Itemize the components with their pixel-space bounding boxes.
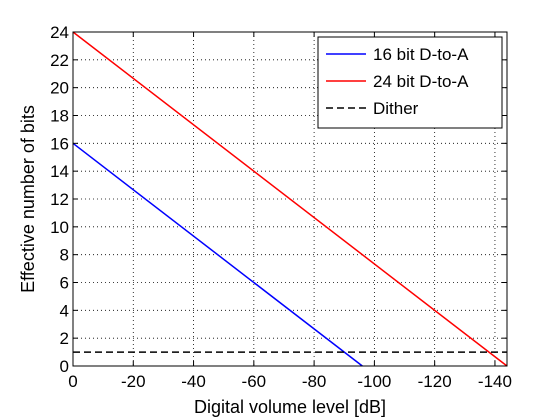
legend-label-24-bit-d-to-a: 24 bit D-to-A: [373, 72, 469, 91]
legend: 16 bit D-to-A 24 bit D-to-A Dither: [317, 36, 503, 129]
legend-label-16-bit-d-to-a: 16 bit D-to-A: [373, 45, 469, 64]
y-tick-label: 14: [50, 162, 69, 181]
x-tick-labels: 0 -20 -40 -60 -80 -100 -120 -140: [68, 372, 512, 391]
x-tick-label: -40: [181, 372, 206, 391]
y-tick-label: 10: [50, 218, 69, 237]
x-tick-label: -140: [478, 372, 512, 391]
y-tick-label: 6: [60, 274, 69, 293]
y-tick-label: 4: [60, 301, 69, 320]
x-tick-label: -120: [418, 372, 452, 391]
series-lines: [72, 31, 508, 367]
y-tick-label: 22: [50, 51, 69, 70]
y-tick-label: 12: [50, 190, 69, 209]
x-tick-label: -100: [357, 372, 391, 391]
y-tick-label: 2: [60, 329, 69, 348]
series-line-24-bit-d-to-a: [72, 31, 508, 367]
y-tick-label: 16: [50, 134, 69, 153]
x-tick-label: -20: [121, 372, 146, 391]
series-line-16-bit-d-to-a: [72, 142, 363, 367]
y-tick-label: 18: [50, 107, 69, 126]
y-tick-label: 24: [50, 23, 69, 42]
y-tick-label: 20: [50, 79, 69, 98]
y-tick-label: 8: [60, 246, 69, 265]
x-axis-label: Digital volume level [dB]: [194, 397, 386, 417]
x-tick-label: -80: [302, 372, 327, 391]
y-axis-label: Effective number of bits: [18, 105, 38, 293]
x-tick-label: 0: [68, 372, 77, 391]
x-tick-label: -60: [242, 372, 267, 391]
legend-label-dither: Dither: [373, 99, 419, 118]
y-tick-label: 0: [60, 357, 69, 376]
legend-box: [317, 36, 503, 129]
axis-ticks: [72, 31, 507, 367]
